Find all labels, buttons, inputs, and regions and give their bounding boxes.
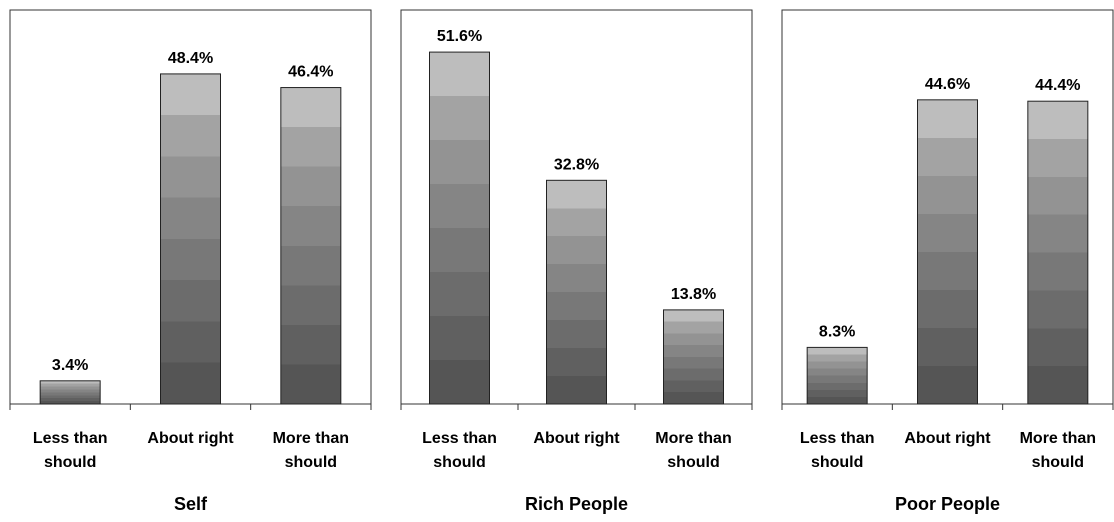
panel-title: Rich People: [525, 494, 628, 514]
data-label: 48.4%: [168, 50, 213, 67]
data-label: 32.8%: [554, 156, 599, 173]
data-label: 13.8%: [671, 286, 716, 303]
category-label: Less than should: [33, 430, 108, 471]
chart-panel-1: 3.4% Less than should 48.4% About right 46.4%…: [9, 9, 372, 514]
category-label: Less than should: [422, 430, 497, 471]
category-label: About right: [533, 430, 620, 447]
chart-panel-3: 8.3% Less than should 44.6% About right 44.4%…: [781, 9, 1114, 514]
data-label: 51.6%: [437, 28, 482, 45]
category-label: Less than should: [800, 430, 875, 471]
category-label: More than should: [1020, 430, 1096, 471]
data-label: 44.4%: [1035, 77, 1080, 94]
bar: [1027, 100, 1089, 405]
category-label: More than should: [273, 430, 349, 471]
bar: [917, 99, 978, 405]
data-label: 44.6%: [925, 76, 970, 93]
bar: [160, 73, 221, 405]
bar: [280, 87, 342, 405]
bar: [546, 179, 607, 405]
bar: [806, 346, 868, 405]
panel-title: Poor People: [895, 494, 1000, 514]
bar: [39, 380, 101, 405]
data-label: 8.3%: [819, 323, 855, 340]
panel-title: Self: [174, 494, 208, 514]
bar: [429, 51, 490, 405]
chart-panel-2: 51.6% Less than should 32.8% About right 13.8…: [400, 9, 753, 514]
data-label: 46.4%: [288, 64, 333, 81]
bar: [663, 309, 724, 405]
category-label: More than should: [655, 430, 731, 471]
data-label: 3.4%: [52, 357, 88, 374]
category-label: About right: [904, 430, 991, 447]
category-label: About right: [147, 430, 234, 447]
